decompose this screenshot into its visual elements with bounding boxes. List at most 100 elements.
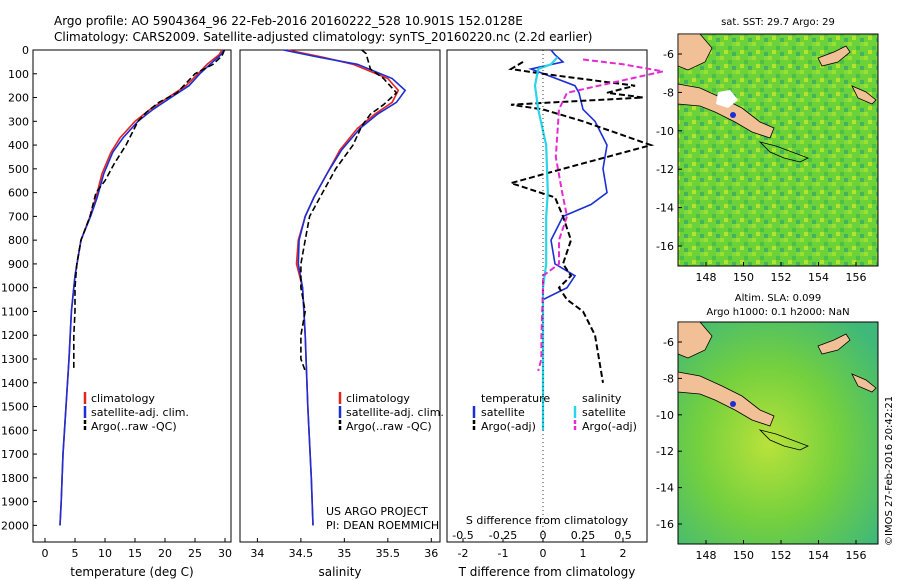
s-tick-label: 0.5 <box>614 529 632 542</box>
legend-climatology: climatology <box>346 392 410 405</box>
s-tick-label: 0 <box>540 529 547 542</box>
lat-tick-label: -8 <box>663 372 674 385</box>
lon-tick-label: 152 <box>771 549 792 562</box>
sla-map-title-line1: Altim. SLA: 0.099 <box>735 293 821 304</box>
x-tick-label: 0 <box>540 547 547 560</box>
sla-map-lon-ticks: 148 150 152 154 156 <box>696 540 867 562</box>
difference-legend: temperature satellite Argo(-adj) salinit… <box>472 392 637 433</box>
depth-tick-label: 1300 <box>1 353 29 366</box>
s-difference-axis-label: S difference from climatology <box>466 514 629 527</box>
lon-tick-label: 148 <box>696 549 717 562</box>
depth-tick-label: 2000 <box>1 519 29 532</box>
series-climatology <box>59 49 223 526</box>
x-tick-label: 1 <box>580 547 587 560</box>
legend-t-argo: Argo(-adj) <box>481 420 536 433</box>
legend-argo: Argo(..raw -QC) <box>91 420 177 433</box>
temperature-legend: climatology satellite-adj. clim. Argo(..… <box>83 392 189 433</box>
lon-tick-label: 154 <box>808 549 829 562</box>
legend-salinity-header: salinity <box>582 392 622 405</box>
x-tick-label: 25 <box>188 547 202 560</box>
depth-tick-label: 1600 <box>1 424 29 437</box>
lat-tick-label: -12 <box>656 445 674 458</box>
x-tick-label: 20 <box>158 547 172 560</box>
s-tick-label: 0.25 <box>571 529 596 542</box>
x-tick-label: 5 <box>72 547 79 560</box>
series-t-argo <box>507 61 655 383</box>
depth-tick-label: 1900 <box>1 496 29 509</box>
salinity-chart: 34 34.5 35 35.5 36 <box>250 49 438 560</box>
sst-map: sat. SST: 29.7 Argo: 29 -6 -8 -10 -12 -14 -16… <box>656 17 879 284</box>
s-tick-label: -0.25 <box>489 529 517 542</box>
depth-tick-label: 1500 <box>1 401 29 414</box>
lat-tick-label: -10 <box>656 409 674 422</box>
lon-tick-label: 154 <box>808 271 829 284</box>
sst-map-lon-ticks: 148 150 152 154 156 <box>696 262 867 284</box>
argo-float-marker <box>730 112 736 118</box>
series-argo <box>300 49 398 372</box>
legend-s-argo: Argo(-adj) <box>582 420 637 433</box>
legend-argo: Argo(..raw -QC) <box>346 420 432 433</box>
depth-tick-label: 100 <box>8 68 29 81</box>
depth-tick-label: 1100 <box>1 305 29 318</box>
lon-tick-label: 150 <box>733 549 754 562</box>
land-new-guinea <box>677 371 775 427</box>
land-solomon <box>851 373 877 393</box>
depth-tick-label: 300 <box>8 115 29 128</box>
sst-map-frame <box>677 33 879 267</box>
temperature-panel <box>32 49 232 543</box>
lat-tick-label: -14 <box>656 482 674 495</box>
s-tick-label: -0.5 <box>452 529 473 542</box>
lon-tick-label: 148 <box>696 271 717 284</box>
island-outline <box>758 429 809 451</box>
lon-tick-label: 156 <box>846 271 867 284</box>
depth-tick-label: 1700 <box>1 448 29 461</box>
depth-tick-label: 800 <box>8 234 29 247</box>
difference-chart: -2 -1 0 1 2 -0.5 -0.25 0 0.25 0.5 <box>452 49 664 560</box>
series-satellite-adj <box>283 49 407 526</box>
salinity-legend: climatology satellite-adj. clim. Argo(..… <box>326 392 444 532</box>
lat-tick-label: -10 <box>656 125 674 138</box>
t-difference-axis-label: T difference from climatology <box>458 565 636 579</box>
series-s-argo <box>537 58 664 372</box>
series-s-satellite <box>533 56 559 431</box>
salinity-panel <box>239 49 441 543</box>
depth-tick-label: 400 <box>8 139 29 152</box>
header-line1: Argo profile: AO 5904364_96 22-Feb-2016 … <box>54 14 523 28</box>
depth-tick-label: 1000 <box>1 282 29 295</box>
legend-s-satellite: satellite <box>582 406 626 419</box>
depth-tick-label: 0 <box>22 44 29 57</box>
depth-tick-label: 900 <box>8 258 29 271</box>
land-solomon <box>851 85 877 105</box>
depth-tick-label: 200 <box>8 92 29 105</box>
legend-temperature-header: temperature <box>481 392 550 405</box>
sla-map-frame <box>677 321 879 545</box>
lat-tick-label: -6 <box>663 48 674 61</box>
depth-tick-label: 500 <box>8 163 29 176</box>
series-satellite-adj <box>59 49 225 526</box>
x-tick-label: 36 <box>424 547 438 560</box>
lat-tick-label: -12 <box>656 163 674 176</box>
x-tick-label: 15 <box>128 547 142 560</box>
legend-satellite: satellite-adj. clim. <box>91 406 189 419</box>
legend-t-satellite: satellite <box>481 406 525 419</box>
land-mass <box>677 33 713 71</box>
sst-map-lat-ticks: -6 -8 -10 -12 -14 -16 <box>656 48 682 253</box>
no-data-patch <box>716 90 738 108</box>
sla-map-lat-ticks: -6 -8 -10 -12 -14 -16 <box>656 336 682 531</box>
depth-tick-label: 1400 <box>1 377 29 390</box>
x-tick-label: 34.5 <box>289 547 314 560</box>
lat-tick-label: -8 <box>663 86 674 99</box>
x-tick-label: 30 <box>218 547 232 560</box>
temperature-axis-label: temperature (deg C) <box>70 565 193 579</box>
x-tick-label: -2 <box>458 547 469 560</box>
series-argo <box>73 49 226 369</box>
project-annotation-line2: PI: DEAN ROEMMICH <box>326 519 439 532</box>
lat-tick-label: -16 <box>656 518 674 531</box>
depth-axis: 0 100 200 300 400 500 600 700 800 900 1000 1100 1200… <box>1 44 37 532</box>
depth-tick-label: 1800 <box>1 472 29 485</box>
island-outline <box>758 141 809 163</box>
land-bougainville <box>817 333 851 355</box>
x-tick-label: -1 <box>498 547 509 560</box>
x-tick-label: 34 <box>250 547 264 560</box>
